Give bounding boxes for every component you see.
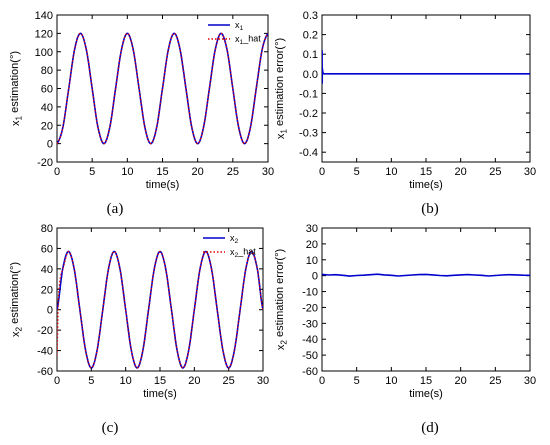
- chart-panel-b: 0 5 10 15 20 25 30 -0.4 -0.3 -0.2 -0.1 0.0 0.1 0.2 0.3…: [274, 10, 536, 217]
- x-tick-label: 5: [354, 375, 360, 387]
- y-tick-label: 60: [41, 84, 53, 96]
- x-tick-label: 0: [319, 166, 325, 178]
- y-tick-label: -20: [37, 157, 53, 169]
- y-tick-label: 10: [306, 255, 318, 267]
- panel-caption: (a): [107, 201, 124, 217]
- x-tick-label: 20: [192, 166, 204, 178]
- y-tick-label: 120: [35, 28, 53, 40]
- y-tick-label: 100: [35, 47, 53, 59]
- series-line-x-2: [57, 250, 263, 369]
- series-line-x-2-hat: [57, 250, 263, 369]
- y-tick-label: -60: [37, 366, 53, 378]
- x-tick-label: 5: [89, 166, 95, 178]
- series-line-error: [322, 50, 530, 84]
- x-axis-label: time(s): [409, 179, 443, 191]
- legend-label: x1_hat: [235, 33, 261, 46]
- y-tick-label: -20: [37, 325, 53, 337]
- x-tick-label: 25: [489, 375, 501, 387]
- x-tick-label: 30: [257, 375, 269, 387]
- y-tick-label: 80: [41, 223, 53, 235]
- chart-panel-d: 0 5 10 15 20 25 30 -60 -50 -40 -30 -20 -10 0 10 20 30 tim…: [274, 223, 536, 436]
- x-tick-label: 30: [262, 166, 274, 178]
- x-tick-label: 10: [385, 375, 397, 387]
- x-axis-label: time(s): [143, 388, 177, 400]
- y-tick-label: 0.3: [303, 10, 318, 22]
- y-tick-label: 30: [306, 223, 318, 235]
- legend-label: x1: [235, 20, 244, 32]
- y-tick-label: -40: [37, 346, 53, 358]
- y-tick-label: -60: [302, 366, 318, 378]
- x-tick-label: 20: [188, 375, 200, 387]
- x-axis-label: time(s): [146, 179, 180, 191]
- y-tick-label: 0.2: [303, 30, 318, 42]
- y-tick-label: 0: [47, 139, 53, 151]
- x-axis-label: time(s): [409, 388, 443, 400]
- x-tick-label: 15: [154, 375, 166, 387]
- x-tick-label: 0: [54, 166, 60, 178]
- legend-label: x2_hat: [230, 246, 256, 259]
- x-tick-label: 30: [524, 166, 536, 178]
- x-tick-label: 5: [354, 166, 360, 178]
- series-line-x-1: [57, 32, 268, 145]
- x-tick-label: 10: [120, 375, 132, 387]
- y-tick-label: 60: [41, 243, 53, 255]
- chart-panel-a: 0 5 10 15 20 25 30-20020406080100120140time(s)…: [9, 10, 274, 217]
- y-tick-label: 20: [41, 120, 53, 132]
- y-tick-label: -0.3: [299, 128, 318, 140]
- y-tick-label: -0.1: [299, 88, 318, 100]
- x-tick-label: 25: [489, 166, 501, 178]
- y-axis-label: x1 estimation error(°): [274, 38, 288, 139]
- x-tick-label: 20: [455, 375, 467, 387]
- chart-panel-c: 0 5 10 15 20 25 30 -60 -40 -20 0 20 40 60 80 time(s) x2 …: [9, 223, 269, 436]
- plot-frame: [321, 227, 531, 372]
- x-tick-label: 30: [524, 375, 536, 387]
- y-tick-label: -0.4: [299, 147, 318, 159]
- y-tick-label: 140: [35, 10, 53, 22]
- y-tick-label: 20: [306, 239, 318, 251]
- x-tick-label: 10: [121, 166, 133, 178]
- y-tick-label: -50: [302, 350, 318, 362]
- x-tick-label: 25: [223, 375, 235, 387]
- y-tick-label: -20: [302, 302, 318, 314]
- x-tick-label: 10: [385, 166, 397, 178]
- y-axis-label: x2 estimation error(°): [274, 249, 288, 350]
- x-tick-label: 0: [319, 375, 325, 387]
- y-tick-label: -30: [302, 318, 318, 330]
- y-tick-label: 20: [41, 284, 53, 296]
- series-line-x-1-hat: [57, 32, 268, 145]
- plot-frame: [321, 14, 531, 163]
- x-tick-label: 15: [156, 166, 168, 178]
- y-axis-label: x2 estimation(°): [9, 262, 23, 337]
- x-tick-label: 25: [227, 166, 239, 178]
- y-tick-label: -0.2: [299, 108, 318, 120]
- y-tick-label: 0.0: [303, 69, 318, 81]
- y-tick-label: 0.1: [303, 49, 318, 61]
- series-line-error: [322, 273, 530, 277]
- y-tick-label: -10: [302, 287, 318, 299]
- y-tick-label: 40: [41, 264, 53, 276]
- panel-caption: (b): [421, 201, 439, 217]
- y-tick-label: 0: [312, 271, 318, 283]
- x-tick-label: 15: [420, 166, 432, 178]
- x-tick-label: 20: [455, 166, 467, 178]
- panel-caption: (d): [421, 420, 439, 436]
- x-tick-label: 15: [420, 375, 432, 387]
- x-tick-label: 0: [54, 375, 60, 387]
- y-tick-label: 40: [41, 102, 53, 114]
- legend-label: x2: [230, 233, 239, 245]
- y-tick-label: 80: [41, 65, 53, 77]
- y-axis-label: x1 estimation(°): [9, 51, 23, 126]
- panel-caption: (c): [102, 420, 119, 436]
- y-tick-label: -40: [302, 334, 318, 346]
- x-tick-label: 5: [88, 375, 94, 387]
- y-tick-label: 0: [47, 305, 53, 317]
